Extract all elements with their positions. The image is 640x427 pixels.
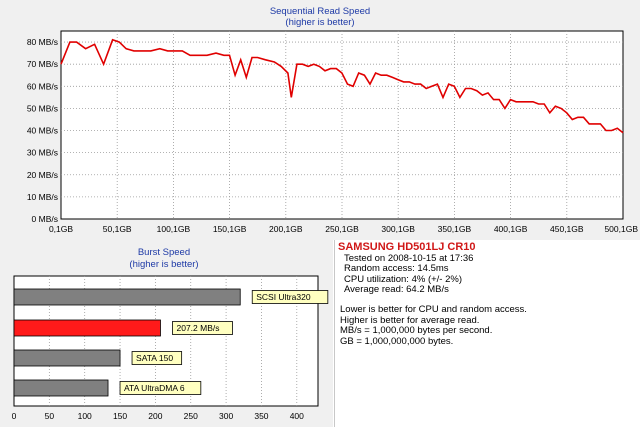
seq-y-axis: 0 MB/s 10 MB/s 20 MB/s 30 MB/s 40 MB/s 50 MB/… <box>27 37 58 224</box>
burst-x-tick-label: 400 <box>290 411 304 421</box>
seq-y-tick-label: 60 MB/s <box>27 81 58 91</box>
burst-bar <box>13 349 121 367</box>
seq-x-tick-label: 350,1GB <box>438 224 472 234</box>
burst-bar-label-box <box>131 351 183 365</box>
seq-y-tick-label: 20 MB/s <box>27 170 58 180</box>
drive-info-panel: SAMSUNG HD501LJ CR10 Tested on 2008-10-1… <box>334 240 640 427</box>
burst-x-tick-label: 250 <box>184 411 198 421</box>
test-date-line: Tested on 2008-10-15 at 17:36 <box>344 252 474 264</box>
burst-x-tick-label: 50 <box>45 411 55 421</box>
burst-bar-label: 207.2 MB/s <box>176 323 219 333</box>
seq-grid <box>61 31 623 219</box>
burst-speed-chart: Burst Speed (higher is better) SCSI Ultr… <box>0 240 333 427</box>
drive-model-title: SAMSUNG HD501LJ CR10 <box>338 241 476 253</box>
burst-x-tick-label: 150 <box>113 411 127 421</box>
burst-bars: SCSI Ultra320 207.2 MB/s SATA 150 ATA Ultra… <box>13 288 329 397</box>
average-read-line: Average read: 64.2 MB/s <box>344 284 449 296</box>
seq-x-axis: 0,1GB 50,1GB 100,1GB 150,1GB 200,1GB 250,1GB 3… <box>49 224 638 234</box>
seq-read-series-line <box>60 38 624 134</box>
burst-bar <box>13 288 241 306</box>
seq-x-tick-label: 100,1GB <box>157 224 191 234</box>
note-gb-definition: GB = 1,000,000,000 bytes. <box>340 335 454 347</box>
seq-chart-title: Sequential Read Speed <box>270 6 370 17</box>
seq-y-tick-label: 50 MB/s <box>27 103 58 113</box>
burst-x-tick-label: 200 <box>148 411 162 421</box>
seq-y-tick-label: 10 MB/s <box>27 192 58 202</box>
burst-x-tick-label: 350 <box>254 411 268 421</box>
burst-bar <box>13 379 109 397</box>
seq-y-tick-label: 30 MB/s <box>27 148 58 158</box>
seq-x-tick-label: 250,1GB <box>325 224 359 234</box>
seq-x-tick-label: 450,1GB <box>550 224 584 234</box>
burst-bar-label-box <box>172 321 233 335</box>
burst-bar-label: SCSI Ultra320 <box>256 292 311 302</box>
random-access-line: Random access: 14.5ms <box>344 263 449 275</box>
sequential-read-chart: Sequential Read Speed (higher is better)… <box>0 0 640 240</box>
burst-x-tick-label: 300 <box>219 411 233 421</box>
seq-y-tick-label: 40 MB/s <box>27 126 58 136</box>
seq-x-tick-label: 200,1GB <box>269 224 303 234</box>
note-lower-better: Lower is better for CPU and random acces… <box>340 303 527 315</box>
seq-y-tick-label: 80 MB/s <box>27 37 58 47</box>
burst-x-tick-label: 0 <box>12 411 17 421</box>
note-higher-better: Higher is better for average read. <box>340 314 480 326</box>
seq-x-tick-label: 400,1GB <box>494 224 528 234</box>
seq-y-tick-label: 0 MB/s <box>32 214 58 224</box>
seq-x-tick-label: 500,1GB <box>604 224 638 234</box>
note-mbs-definition: MB/s = 1,000,000 bytes per second. <box>340 325 493 337</box>
burst-chart-title: Burst Speed <box>138 247 190 258</box>
burst-x-tick-label: 100 <box>78 411 92 421</box>
burst-bar <box>13 319 161 337</box>
seq-x-tick-label: 0,1GB <box>49 224 73 234</box>
seq-x-tick-label: 150,1GB <box>213 224 247 234</box>
seq-x-tick-label: 300,1GB <box>381 224 415 234</box>
cpu-utilization-line: CPU utilization: 4% (+/- 2%) <box>344 273 462 285</box>
burst-bar-label-box <box>251 290 329 304</box>
seq-y-tick-label: 70 MB/s <box>27 59 58 69</box>
burst-chart-subtitle: (higher is better) <box>129 259 198 270</box>
burst-x-axis: 0 50 100 150 200 250 300 350 400 <box>12 411 305 421</box>
seq-x-tick-label: 50,1GB <box>103 224 132 234</box>
burst-bar-label: ATA UltraDMA 6 <box>124 383 185 393</box>
burst-bar-label-box <box>119 381 202 395</box>
burst-bar-label: SATA 150 <box>136 353 173 363</box>
seq-chart-subtitle: (higher is better) <box>285 17 354 28</box>
